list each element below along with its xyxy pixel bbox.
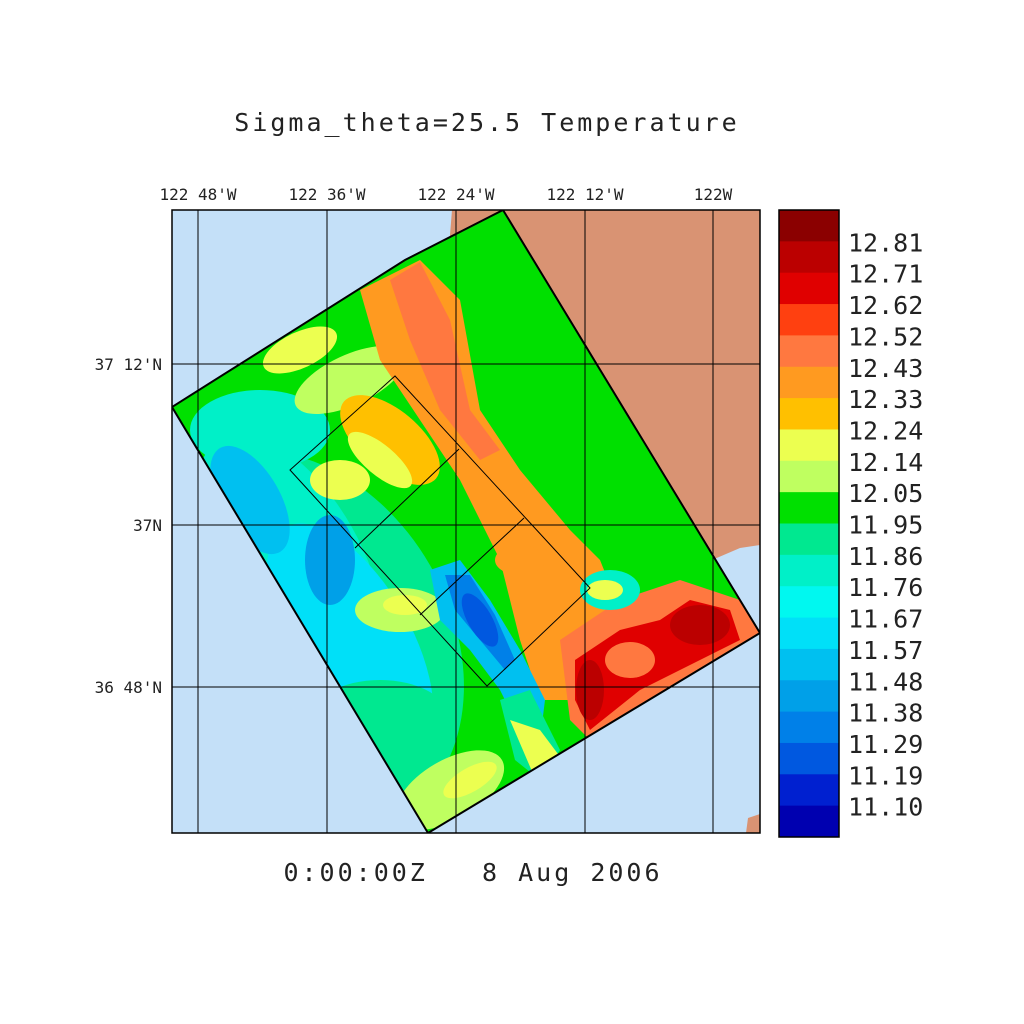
colorbar-label: 12.81 xyxy=(848,228,923,257)
colorbar-swatch xyxy=(779,272,839,305)
colorbar-label: 12.43 xyxy=(848,354,923,383)
colorbar-swatch xyxy=(779,398,839,430)
colorbar-swatch xyxy=(779,774,839,807)
colorbar-swatch xyxy=(779,554,839,587)
colorbar-label: 11.48 xyxy=(848,667,923,696)
lon-tick-label: 122 12'W xyxy=(546,185,623,204)
lon-tick-label: 122 36'W xyxy=(288,185,365,204)
lat-tick-label: 37N xyxy=(133,516,162,535)
colorbar-swatch xyxy=(779,648,839,681)
colorbar-label: 11.76 xyxy=(848,573,923,602)
map-frame xyxy=(171,209,761,834)
colorbar-swatch xyxy=(779,210,839,242)
graticule xyxy=(172,210,760,833)
colorbar-swatch xyxy=(779,711,839,744)
lon-tick-label: 122W xyxy=(694,185,733,204)
nested-grid-divider xyxy=(354,448,460,549)
colorbar-swatch xyxy=(779,366,839,399)
colorbar-label: 12.62 xyxy=(848,291,923,320)
timestamp-label: 0:00:00Z 8 Aug 2006 xyxy=(283,858,663,887)
colorbar-label: 12.14 xyxy=(848,448,923,477)
land-islet xyxy=(746,814,760,833)
colorbar-label: 12.52 xyxy=(848,322,923,351)
lon-tick-label: 122 24'W xyxy=(417,185,494,204)
colorbar-label: 11.86 xyxy=(848,542,923,571)
colorbar-swatch xyxy=(779,742,839,775)
colorbar-swatch xyxy=(779,429,839,462)
nested-grid-divider xyxy=(419,517,525,616)
colorbar-label: 11.10 xyxy=(848,793,923,822)
lat-tick-label: 36 48'N xyxy=(95,678,162,697)
model-domain-outline xyxy=(172,210,760,833)
colorbar-label: 12.24 xyxy=(848,416,923,445)
colorbar-label: 12.33 xyxy=(848,385,923,414)
colorbar-swatch xyxy=(779,586,839,619)
colorbar-label: 11.38 xyxy=(848,699,923,728)
figure-title: Sigma_theta=25.5 Temperature xyxy=(234,108,740,137)
lat-tick-label: 37 12'N xyxy=(95,355,162,374)
colorbar-label: 11.19 xyxy=(848,761,923,790)
colorbar-swatch xyxy=(779,617,839,650)
lon-tick-label: 122 48'W xyxy=(159,185,236,204)
colorbar-border xyxy=(778,209,840,838)
colorbar-label: 11.57 xyxy=(848,636,923,665)
colorbar-swatch xyxy=(779,523,839,556)
colorbar-swatch xyxy=(779,680,839,713)
colorbar-label: 11.67 xyxy=(848,605,923,634)
colorbar-swatch xyxy=(779,492,839,524)
colorbar-swatch xyxy=(779,241,839,274)
colorbar-swatch xyxy=(779,460,839,493)
colorbar-label: 11.29 xyxy=(848,730,923,759)
colorbar-label: 12.05 xyxy=(848,479,923,508)
colorbar-label: 11.95 xyxy=(848,511,923,540)
colorbar-swatch xyxy=(779,805,839,838)
colorbar-label: 12.71 xyxy=(848,260,923,289)
colorbar-swatch xyxy=(779,304,839,336)
colorbar-swatch xyxy=(779,335,839,368)
